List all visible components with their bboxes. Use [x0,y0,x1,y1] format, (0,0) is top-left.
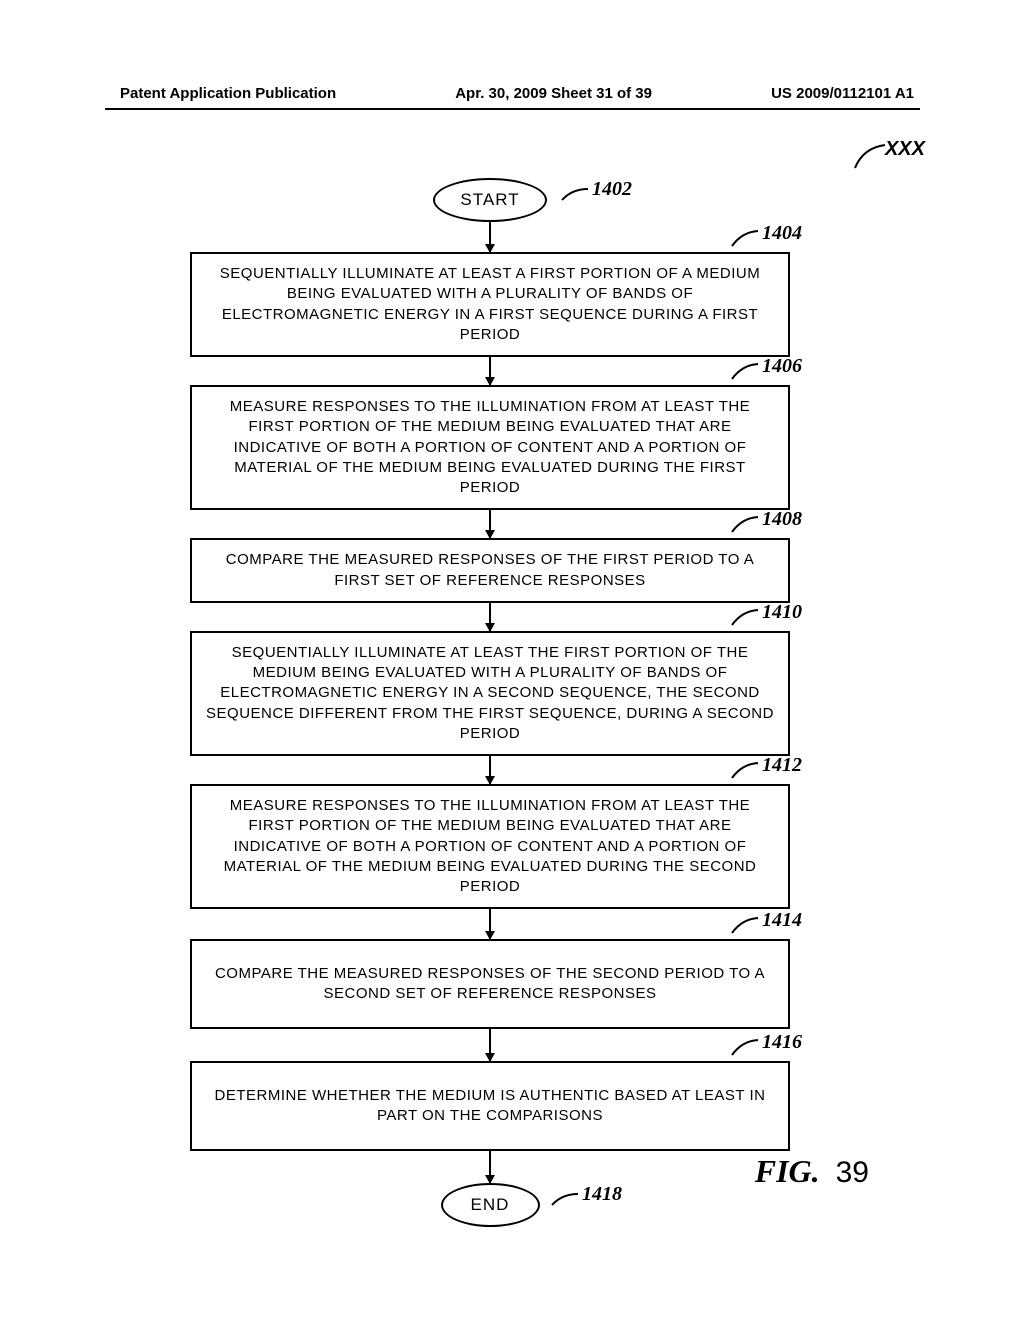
arrowhead-icon [485,776,495,785]
page: Patent Application Publication Apr. 30, … [0,0,1024,1320]
top-ref-label: XXX [885,138,925,161]
step-box: SEQUENTIALLY ILLUMINATE AT LEAST THE FIR… [190,631,790,756]
start-label: START [460,190,519,210]
step-ref-label: 1406 [762,355,802,378]
spacer [170,140,810,178]
step-box: SEQUENTIALLY ILLUMINATE AT LEAST A FIRST… [190,252,790,357]
step-block: 1404 SEQUENTIALLY ILLUMINATE AT LEAST A F… [170,222,810,357]
step-ref-leader [730,760,760,780]
step-block: 1412 MEASURE RESPONSES TO THE ILLUMINATIO… [170,756,810,909]
page-header: Patent Application Publication Apr. 30, … [0,85,1024,102]
start-block: START 1402 [170,178,810,222]
header-center: Apr. 30, 2009 Sheet 31 of 39 [455,85,652,102]
top-ref-leader [853,142,888,170]
connector [489,357,491,385]
arrowhead-icon [485,1053,495,1062]
end-ref-leader [550,1191,580,1211]
step-block: 1410 SEQUENTIALLY ILLUMINATE AT LEAST THE… [170,603,810,756]
step-ref-label: 1408 [762,508,802,531]
end-block: END 1418 [170,1151,810,1227]
step-ref-leader [730,1037,760,1057]
step-box: DETERMINE WHETHER THE MEDIUM IS AUTHENTI… [190,1061,790,1151]
start-ref-label: 1402 [592,178,632,201]
header-left: Patent Application Publication [120,85,336,102]
arrowhead-icon [485,530,495,539]
arrowhead-icon [485,244,495,253]
step-ref-leader [730,607,760,627]
figure-number: 39 [836,1156,869,1189]
connector [489,510,491,538]
step-ref-label: 1410 [762,601,802,624]
step-block: 1414 COMPARE THE MEASURED RESPONSES OF TH… [170,909,810,1029]
step-ref-label: 1404 [762,222,802,245]
step-ref-label: 1416 [762,1031,802,1054]
step-ref-leader [730,228,760,248]
connector [489,756,491,784]
connector [489,603,491,631]
figure-label: FIG. 39 [755,1153,869,1190]
connector [489,222,491,252]
arrowhead-icon [485,931,495,940]
end-ref-label: 1418 [582,1183,622,1206]
step-ref-leader [730,915,760,935]
arrowhead-icon [485,377,495,386]
step-ref-label: 1412 [762,754,802,777]
start-terminal: START [433,178,547,222]
step-box: MEASURE RESPONSES TO THE ILLUMINATION FR… [190,385,790,510]
step-ref-label: 1414 [762,909,802,932]
arrowhead-icon [485,1175,495,1184]
step-block: 1406 MEASURE RESPONSES TO THE ILLUMINATIO… [170,357,810,510]
step-ref-leader [730,514,760,534]
header-right: US 2009/0112101 A1 [771,85,914,102]
start-ref-leader [560,186,590,206]
step-box: COMPARE THE MEASURED RESPONSES OF THE SE… [190,939,790,1029]
header-rule [105,108,920,110]
connector [489,1029,491,1061]
step-block: 1408 COMPARE THE MEASURED RESPONSES OF TH… [170,510,810,603]
figure-prefix: FIG. [755,1153,820,1189]
step-box: COMPARE THE MEASURED RESPONSES OF THE FI… [190,538,790,603]
steps-container: 1404 SEQUENTIALLY ILLUMINATE AT LEAST A F… [170,222,810,1151]
flowchart: XXX START 1402 1404SEQUENTIALLY ILLUMINA… [170,140,810,1227]
step-box: MEASURE RESPONSES TO THE ILLUMINATION FR… [190,784,790,909]
arrowhead-icon [485,623,495,632]
end-terminal: END [441,1183,540,1227]
step-block: 1416 DETERMINE WHETHER THE MEDIUM IS AUTH… [170,1029,810,1151]
step-ref-leader [730,361,760,381]
connector-end [489,1151,491,1183]
connector [489,909,491,939]
end-label: END [471,1195,510,1215]
